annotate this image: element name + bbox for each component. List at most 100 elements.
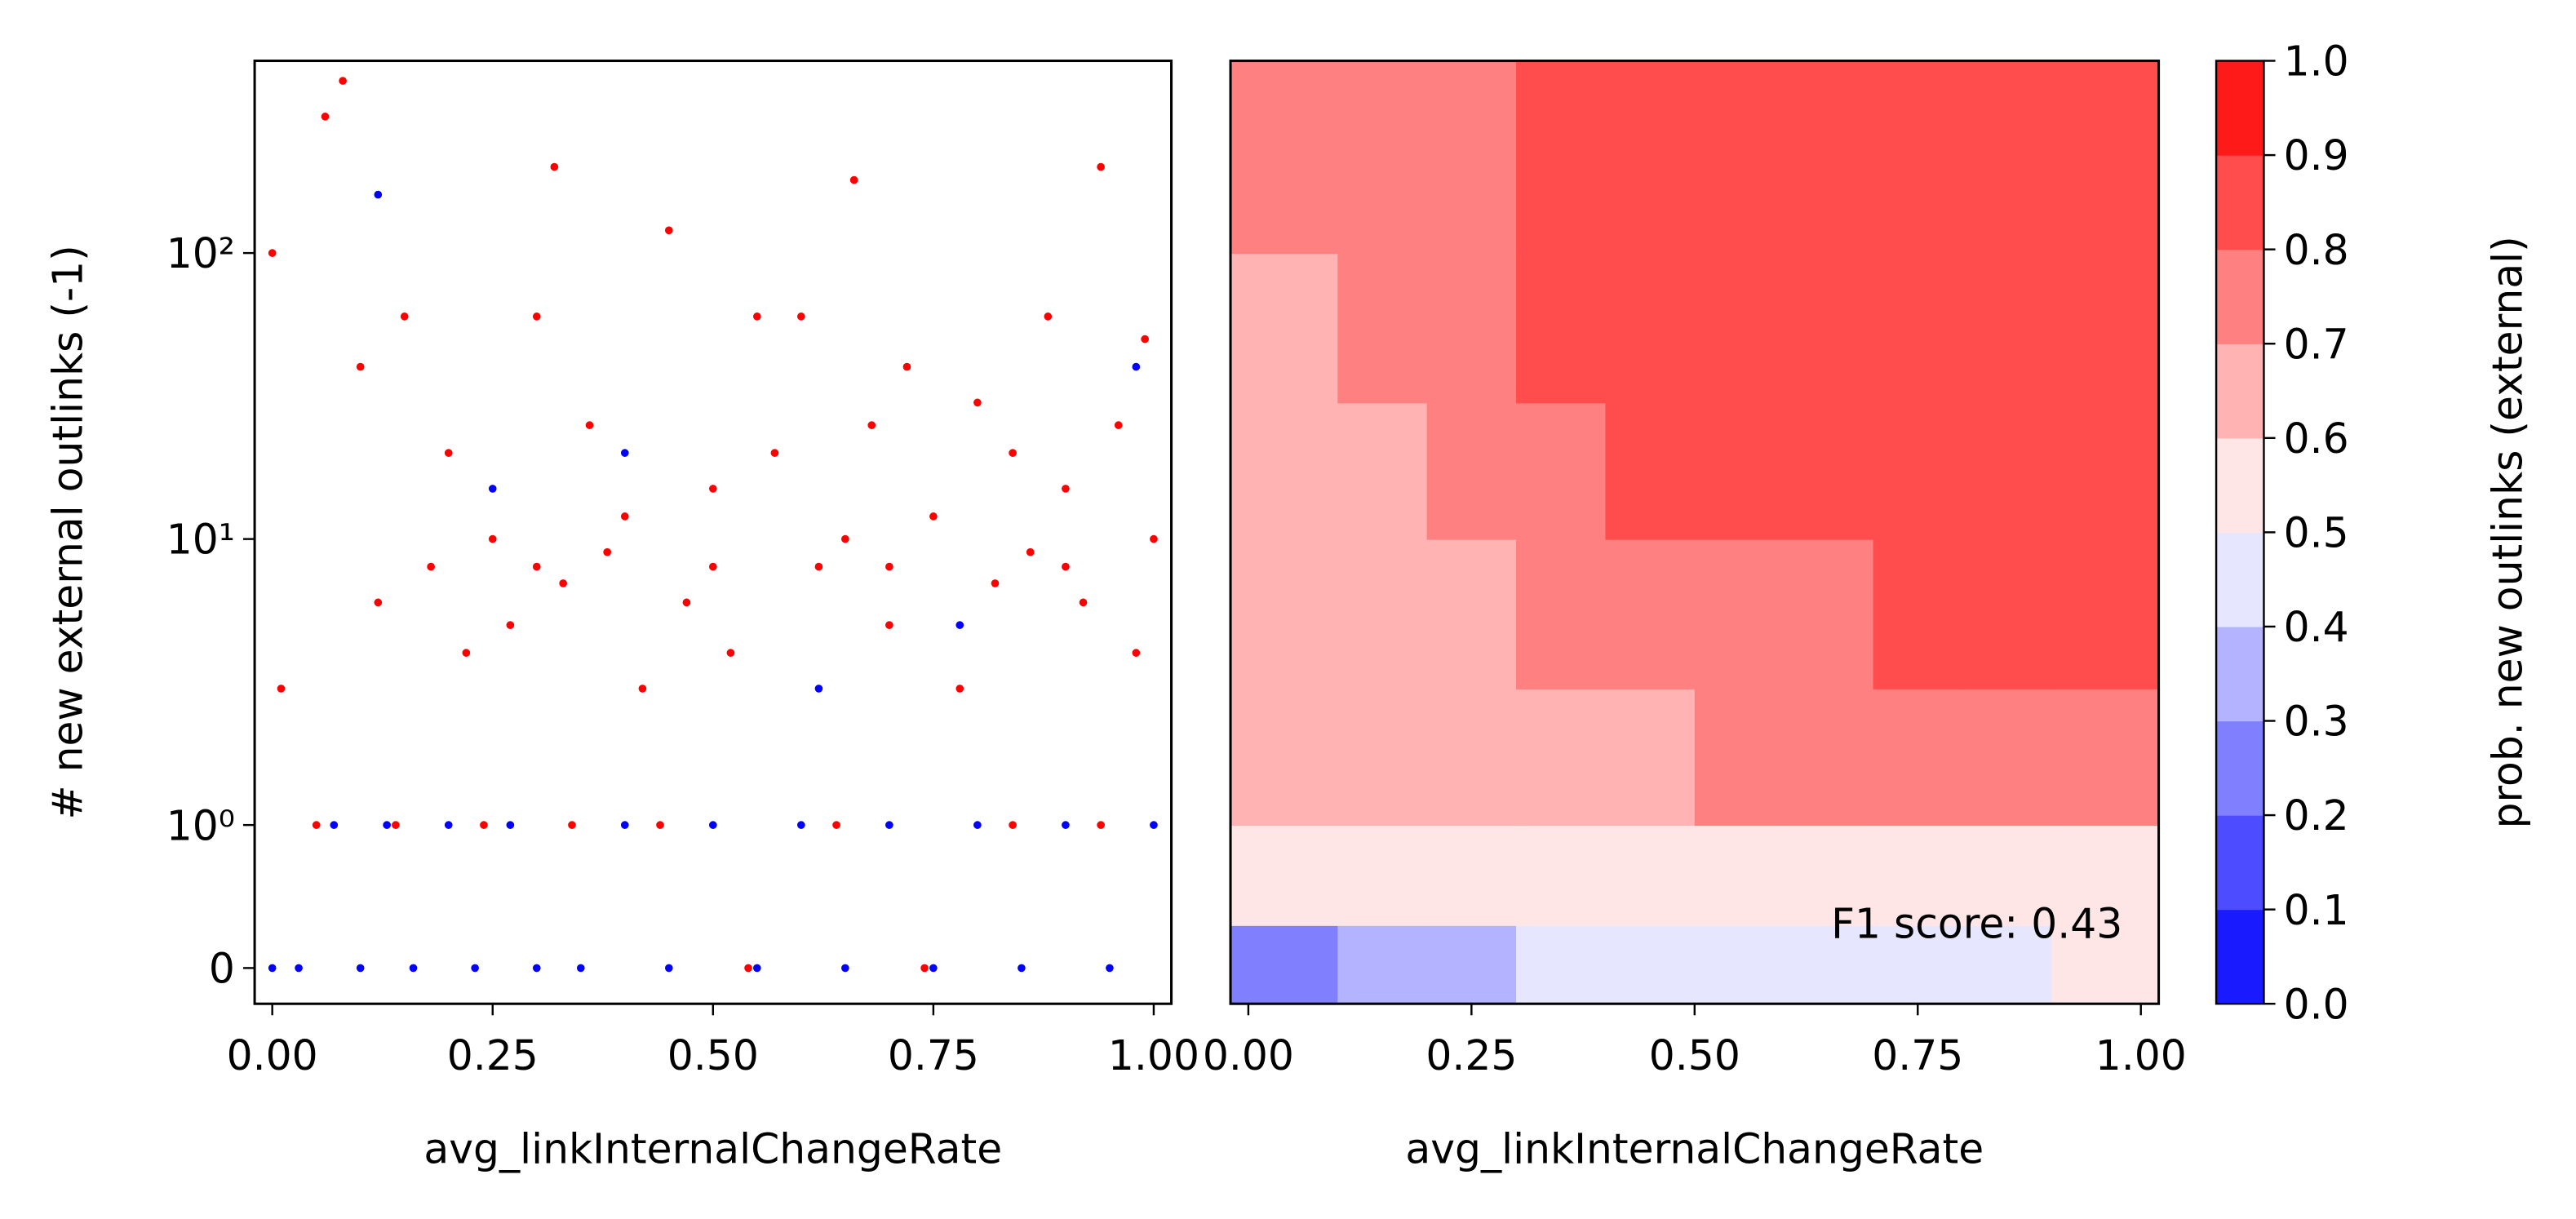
contour-cell	[1426, 60, 1518, 255]
colorbar-bin	[2216, 909, 2264, 1004]
axes-frame	[253, 60, 1173, 1005]
contour-cell	[1230, 825, 1339, 926]
colorbar-bin	[2216, 155, 2264, 250]
contour-cell	[1873, 688, 1963, 827]
contour-cell	[1873, 253, 1963, 404]
y-tick-label: 0	[209, 945, 235, 993]
scatter-point	[1106, 964, 1114, 973]
x-axis-label: avg_linkInternalChangeRate	[423, 1125, 1002, 1173]
scatter-point	[1141, 335, 1149, 344]
contour-cell	[1784, 402, 1874, 540]
contour-cell	[1873, 402, 1963, 540]
contour-cell	[1337, 539, 1428, 689]
contour-cell	[1873, 60, 1963, 255]
scatter-point	[682, 598, 691, 607]
scatter-point	[1009, 449, 1017, 457]
x-tick-label: 1.00	[1108, 1031, 1199, 1079]
x-tick-label: 0.50	[667, 1031, 759, 1079]
contour-cell	[2051, 924, 2160, 1005]
contour-cell	[1337, 402, 1428, 540]
x-tick-label: 0.00	[1203, 1031, 1294, 1079]
contour-cell	[2051, 539, 2160, 689]
x-axis-label: avg_linkInternalChangeRate	[1405, 1125, 1984, 1173]
scatter-point	[1062, 821, 1070, 829]
scatter-point	[506, 821, 515, 829]
x-tick-label: 0.25	[1425, 1031, 1517, 1079]
scatter-point	[849, 175, 858, 184]
scatter-point	[929, 512, 938, 521]
colorbar-tick-label: 0.8	[2284, 226, 2349, 274]
contour-cell	[1605, 825, 1696, 926]
scatter-point	[1044, 313, 1053, 321]
contour-cell	[1962, 253, 2053, 404]
x-tick-label: 0.50	[1649, 1031, 1740, 1079]
contour-cell	[1516, 924, 1607, 1005]
colorbar-tick-label: 0.9	[2284, 131, 2349, 180]
contour-cell	[1516, 402, 1607, 540]
contour-cell	[1337, 825, 1428, 926]
contour-cell	[1516, 688, 1607, 827]
scatter-point	[400, 313, 409, 321]
contour-cell	[1516, 60, 1607, 255]
scatter-point	[321, 113, 330, 121]
y-tick-label: 10¹	[166, 516, 235, 564]
scatter-point	[885, 621, 893, 629]
scatter-point	[295, 964, 303, 973]
scatter-point	[929, 964, 938, 973]
scatter-point	[1150, 821, 1158, 829]
scatter-point	[770, 449, 779, 457]
contour-cell	[2051, 402, 2160, 540]
scatter-point	[1026, 547, 1035, 556]
scatter-point	[991, 579, 1000, 587]
scatter-point	[356, 964, 365, 973]
contour-cell	[1784, 825, 1874, 926]
contour-cell	[1516, 825, 1607, 926]
scatter-point	[356, 362, 365, 371]
scatter-point	[885, 562, 893, 571]
scatter-point	[532, 313, 541, 321]
scatter-point	[444, 821, 453, 829]
scatter-point	[374, 598, 383, 607]
scatter-point	[920, 964, 929, 973]
scatter-point	[568, 821, 576, 829]
scatter-point	[268, 964, 277, 973]
scatter-point	[559, 579, 567, 587]
contour-cell	[2051, 60, 2160, 255]
scatter-point	[620, 512, 629, 521]
contour-cell	[1962, 924, 2053, 1005]
contour-cell	[1873, 924, 1963, 1005]
scatter-point	[885, 821, 893, 829]
contour-cell	[1962, 825, 2053, 926]
scatter-point	[374, 190, 383, 199]
scatter-point	[383, 821, 391, 829]
colorbar-bin	[2216, 720, 2264, 816]
contour-cell	[2051, 253, 2160, 404]
colorbar-bin	[2216, 532, 2264, 627]
contour-cell	[1784, 539, 1874, 689]
colorbar-bin	[2216, 249, 2264, 344]
scatter-point	[638, 685, 647, 693]
y-axis-label: # new external outlinks (-1)	[44, 245, 92, 819]
contour-cell	[1426, 253, 1518, 404]
scatter-point	[708, 821, 717, 829]
scatter-point	[841, 534, 849, 543]
contour-cell	[1694, 253, 1785, 404]
colorbar-tick-label: 0.4	[2284, 603, 2349, 651]
scatter-point	[1132, 649, 1141, 657]
x-tick-label: 1.00	[2095, 1031, 2187, 1079]
contour-cell	[1784, 688, 1874, 827]
contour-cell	[1516, 539, 1607, 689]
contour-cell	[1873, 825, 1963, 926]
scatter-point	[532, 562, 541, 571]
scatter-point	[814, 685, 823, 693]
scatter-point	[708, 562, 717, 571]
scatter-point	[330, 821, 339, 829]
contour-cell	[1694, 539, 1785, 689]
colorbar-bin	[2216, 815, 2264, 911]
scatter-point	[1132, 362, 1141, 371]
scatter-point	[973, 821, 982, 829]
contour-cell	[1337, 688, 1428, 827]
contour-cell	[1873, 539, 1963, 689]
